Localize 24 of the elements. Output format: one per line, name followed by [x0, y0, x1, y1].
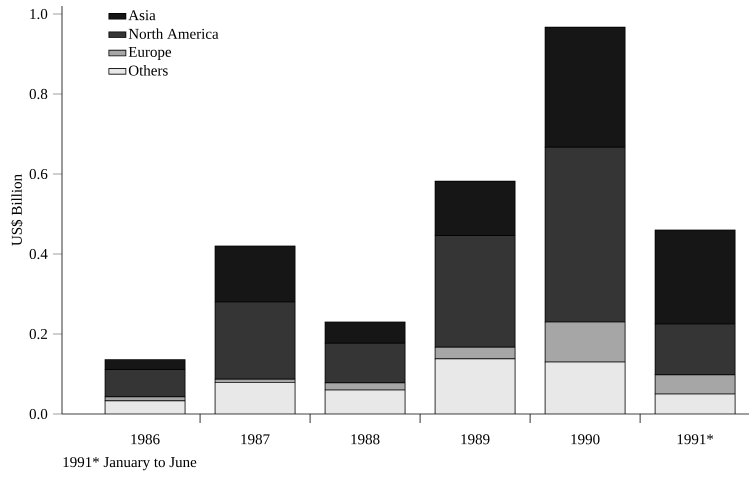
bar: [105, 400, 186, 414]
text: 1991* January to June: [64, 457, 196, 470]
bar: [215, 382, 296, 414]
x-tick-label: 1986: [131, 434, 160, 444]
y-tick-label: 0.8: [30, 88, 48, 100]
x-tick-label: 1987: [241, 434, 270, 444]
bar: [545, 362, 626, 414]
bar: [654, 394, 736, 414]
x-tick-label: 1991*: [678, 434, 714, 444]
x-tick-label: 1988: [351, 434, 380, 444]
legend-label: Asia: [128, 10, 156, 20]
y-tick-label: 0.2: [30, 328, 47, 340]
bar: [435, 358, 516, 414]
x-tick-label: 1989: [461, 434, 490, 444]
y-tick-label: 1.0: [30, 8, 48, 20]
legend-label: Europe: [128, 46, 172, 60]
y-axis-title: US$ Billion: [10, 174, 23, 246]
legend-label: Others: [128, 65, 168, 76]
bar: [325, 390, 406, 414]
y-tick-label: 0.6: [30, 168, 48, 180]
y-tick-label: 0.4: [30, 248, 48, 260]
y-tick-label: 0.0: [30, 408, 48, 420]
x-tick-label: 1990: [571, 434, 600, 444]
legend-label: North America: [128, 28, 218, 39]
